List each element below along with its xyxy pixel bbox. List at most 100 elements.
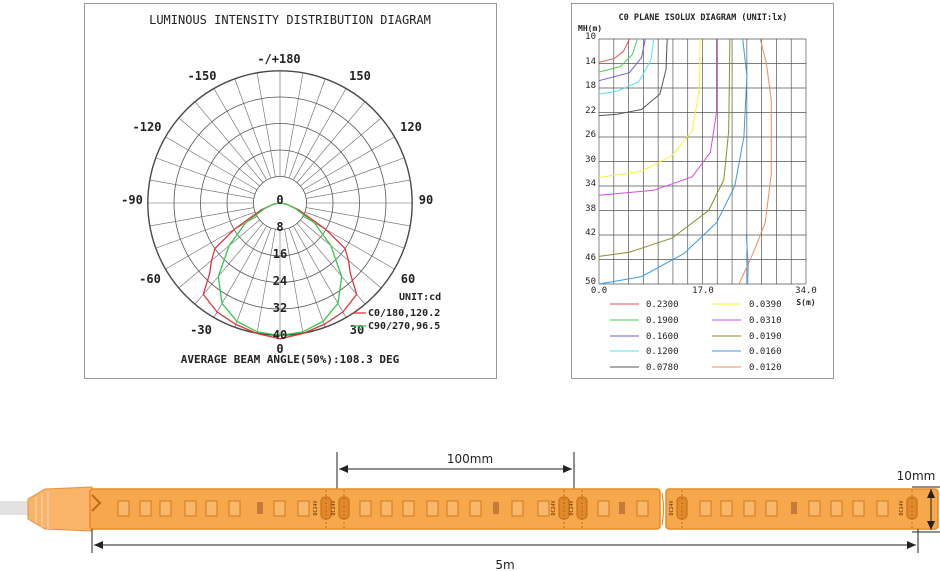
polar-spoke — [302, 136, 395, 191]
iso-legend-label-7: 0.0310 — [749, 316, 782, 326]
isolux-curve-0.0310 — [598, 39, 717, 196]
isolux-y-axis-label: MH(m) — [578, 24, 602, 33]
cable — [0, 501, 30, 515]
polar-spoke — [296, 101, 366, 183]
led-chip — [426, 500, 439, 517]
angle-label-60: 60 — [401, 272, 415, 286]
y-tick-38: 38 — [585, 204, 596, 214]
led-chip — [852, 500, 865, 517]
isolux-curve-0.0160 — [598, 38, 748, 285]
polar-spoke — [194, 223, 264, 305]
cut-mark-text: DC24V — [313, 500, 319, 515]
cut-mark-text: DC24V — [551, 500, 557, 515]
polar-spoke — [284, 72, 304, 177]
led-chip — [636, 500, 649, 517]
end-cap-ridges — [35, 491, 49, 529]
polar-spoke — [302, 215, 395, 270]
led-chip — [184, 500, 197, 517]
angle-label-neg90: -90 — [121, 193, 143, 207]
led-chip — [876, 500, 889, 517]
y-tick-30: 30 — [585, 155, 596, 165]
polar-spoke — [155, 157, 256, 195]
polar-spoke — [178, 117, 260, 187]
led-chip — [469, 500, 482, 517]
c90-270-curve — [217, 202, 343, 337]
led-chip — [273, 500, 286, 517]
isolux-grid — [598, 38, 807, 285]
polar-spoke — [155, 211, 256, 249]
radial-label-0: 0 — [276, 193, 283, 207]
polar-spoke — [288, 227, 326, 328]
end-cap — [27, 486, 93, 532]
polar-diagram: LUMINOUS INTENSITY DISTRIBUTION DIAGRAM … — [121, 13, 441, 366]
cut-marks: DC24V DC24V DC24V DC24V DC24V DC24V — [91, 490, 918, 528]
polar-spoke — [165, 136, 258, 191]
polar-spoke — [300, 219, 382, 289]
polar-spoke — [296, 223, 366, 305]
isolux-curve-0.2300 — [598, 38, 630, 63]
polar-spoke — [256, 72, 276, 177]
resistor — [257, 502, 263, 514]
isolux-curve-0.0160-tail — [745, 234, 749, 285]
iso-legend-label-5: 0.0780 — [646, 363, 679, 373]
led-chip — [597, 500, 610, 517]
iso-legend-label-10: 0.0120 — [749, 363, 782, 373]
polar-spoke — [292, 225, 347, 318]
x-tick-34: 34.0 — [795, 286, 817, 296]
dim-10mm-arrows — [927, 489, 935, 530]
polar-spoke — [256, 229, 276, 334]
x-tick-0: 0.0 — [591, 286, 607, 296]
dim-10mm-label: 10mm — [897, 469, 936, 483]
iso-legend-label-1: 0.2300 — [646, 300, 679, 310]
radial-label-16: 16 — [273, 247, 287, 261]
iso-legend-label-9: 0.0160 — [749, 347, 782, 357]
led-chip — [446, 500, 459, 517]
isolux-x-axis-label: S(m) — [796, 298, 815, 307]
polar-spoke — [292, 88, 347, 181]
y-tick-46: 46 — [585, 253, 596, 263]
radial-label-24: 24 — [273, 274, 287, 288]
polar-spoke — [213, 88, 268, 181]
isolux-curves — [598, 38, 772, 285]
polar-unit: UNIT:cd — [399, 292, 441, 303]
angle-label-neg150: -150 — [188, 69, 217, 83]
radial-label-32: 32 — [273, 301, 287, 315]
angle-label-180: -/+180 — [257, 52, 300, 66]
y-tick-26: 26 — [585, 130, 596, 140]
led-chip — [830, 500, 843, 517]
y-tick-18: 18 — [585, 81, 596, 91]
strip-break-mark — [661, 492, 665, 526]
angle-label-150: 150 — [349, 69, 371, 83]
led-chip — [402, 500, 415, 517]
polar-spoke — [284, 229, 304, 334]
polar-spoke — [149, 207, 254, 227]
led-chip — [720, 500, 733, 517]
x-tick-17: 17.0 — [692, 286, 714, 296]
radial-label-40: 40 — [273, 328, 287, 342]
y-tick-50: 50 — [585, 277, 596, 287]
polar-spoke — [213, 225, 268, 318]
led-chip — [808, 500, 821, 517]
led-chip — [159, 500, 172, 517]
y-tick-34: 34 — [585, 179, 596, 189]
isolux-curve-0.1600 — [598, 38, 646, 82]
legend-c90-label: C90/270,96.5 — [368, 321, 440, 332]
polar-spoke — [304, 157, 405, 195]
angle-label-neg60: -60 — [139, 272, 161, 286]
polar-grid — [147, 70, 413, 336]
cut-mark-text: DC24V — [669, 500, 675, 515]
resistor — [493, 502, 499, 514]
iso-legend-label-3: 0.1600 — [646, 332, 679, 342]
led-chips — [117, 500, 889, 517]
isolux-curve-0.0390 — [598, 38, 701, 178]
y-tick-42: 42 — [585, 228, 596, 238]
c0-180-curve — [202, 202, 358, 340]
led-strip-drawing: 100mm DC24V DC24V DC24V DC24V DC24V DC24V 10m… — [0, 452, 940, 571]
led-chip — [117, 500, 130, 517]
polar-spoke — [165, 215, 258, 270]
led-chip — [139, 500, 152, 517]
angle-label-120: 120 — [400, 120, 422, 134]
isolux-title: C0 PLANE ISOLUX DIAGRAM (UNIT:lx) — [619, 13, 788, 23]
led-chip — [743, 500, 756, 517]
angle-label-neg120: -120 — [133, 120, 162, 134]
